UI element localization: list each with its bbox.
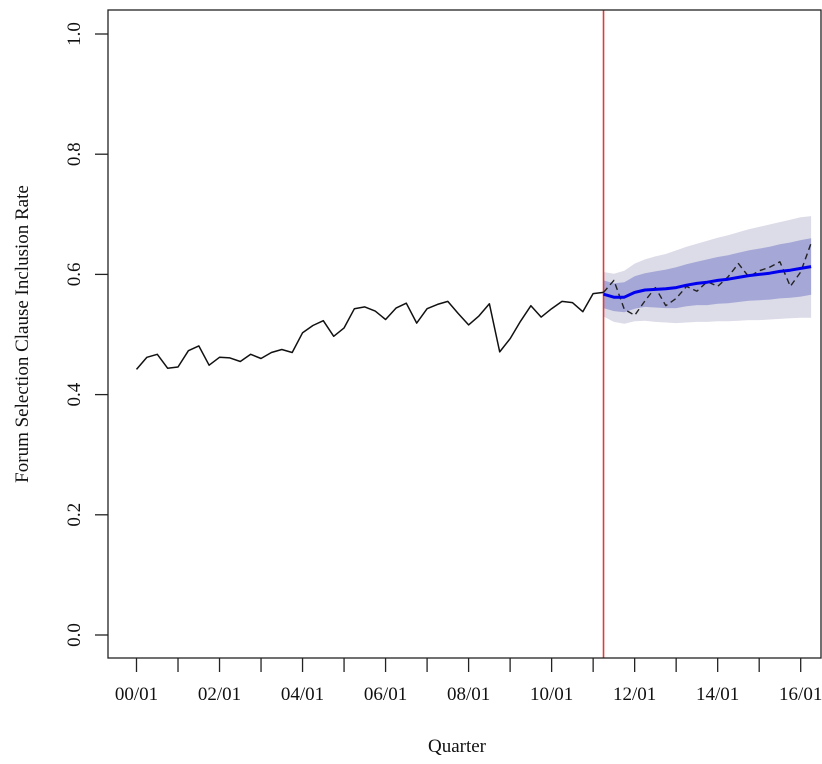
x-tick-label: 10/01: [530, 684, 573, 705]
y-tick-label: 1.0: [64, 22, 85, 46]
y-tick-label: 0.2: [64, 503, 85, 527]
x-tick-label: 02/01: [198, 684, 241, 705]
x-axis-title: Quarter: [428, 736, 487, 757]
x-tick-label: 00/01: [115, 684, 158, 705]
y-axis-title: Forum Selection Clause Inclusion Rate: [12, 185, 33, 483]
x-tick-label: 14/01: [696, 684, 739, 705]
observed-series-line: [137, 292, 604, 369]
x-tick-label: 16/01: [779, 684, 822, 705]
y-axis: 0.0 0.2 0.4 0.6 0.8 1.0: [64, 22, 108, 647]
y-tick-label: 0.4: [64, 382, 85, 406]
plot-border: [108, 10, 821, 658]
y-tick-label: 0.8: [64, 142, 85, 166]
plot-frame: [108, 10, 821, 658]
y-tick-label: 0.0: [64, 623, 85, 647]
x-tick-label: 06/01: [364, 684, 407, 705]
y-tick-label: 0.6: [64, 263, 85, 287]
x-axis: 00/01 02/01 04/01 06/01 08/01 10/01 12/01 14/01…: [115, 658, 822, 705]
x-tick-label: 08/01: [447, 684, 490, 705]
x-tick-label: 04/01: [281, 684, 324, 705]
x-tick-label: 12/01: [613, 684, 656, 705]
